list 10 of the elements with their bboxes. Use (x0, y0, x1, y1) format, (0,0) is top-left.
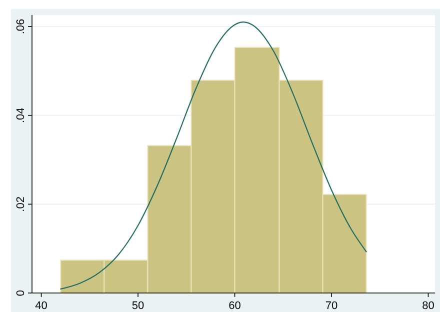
x-tick-label: 60 (228, 300, 241, 312)
y-tick-label: .02 (15, 196, 27, 212)
y-tick-label: .06 (15, 18, 27, 34)
x-tick-label: 40 (35, 300, 48, 312)
y-tick-label: 0 (15, 290, 27, 296)
x-tick-label: 50 (132, 300, 144, 312)
y-tick-label: .04 (15, 108, 27, 124)
x-tick-label: 80 (422, 300, 434, 312)
line-series (60, 22, 367, 290)
x-tick-label: 70 (325, 300, 338, 312)
